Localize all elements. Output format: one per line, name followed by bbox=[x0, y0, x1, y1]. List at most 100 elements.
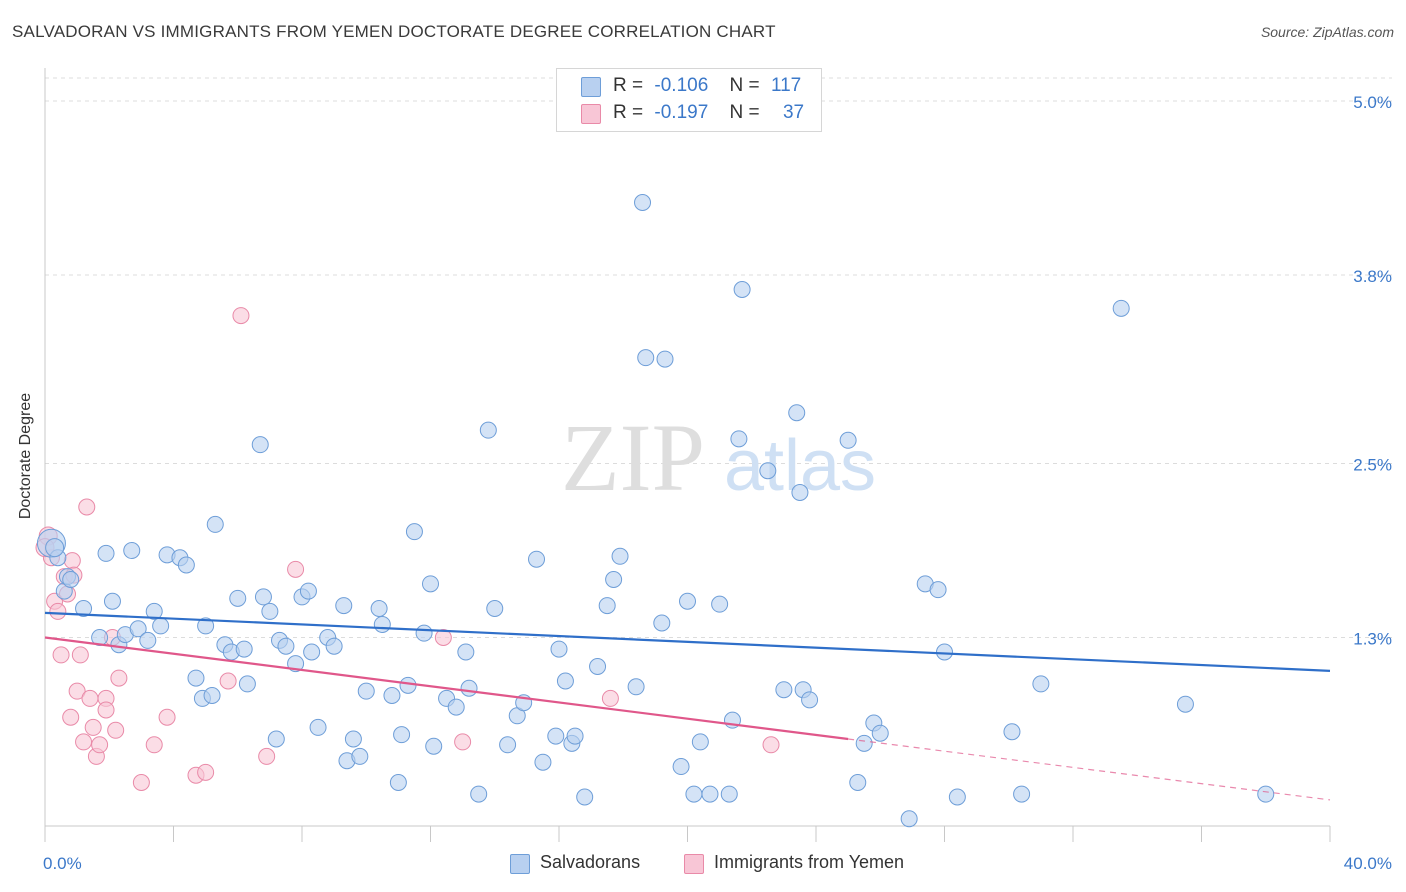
salvadoran-point bbox=[203, 687, 221, 704]
salvadoran-point bbox=[206, 515, 224, 533]
yemen-point bbox=[762, 736, 780, 754]
yemen-trend-extension bbox=[848, 738, 1331, 801]
salvadoran-point bbox=[598, 597, 616, 615]
salvadoran-point bbox=[839, 431, 857, 449]
yemen-point bbox=[132, 774, 150, 791]
bottom-legend-swatch-blue bbox=[510, 854, 530, 874]
legend-r-label: R = bbox=[613, 75, 644, 96]
salvadoran-point bbox=[576, 788, 594, 806]
salvadoran-point bbox=[855, 734, 873, 752]
salvadoran-point bbox=[1003, 723, 1021, 741]
bottom-legend-label-salvadorans: Salvadorans bbox=[540, 852, 641, 872]
series-yemen-points bbox=[35, 307, 780, 791]
yemen-point bbox=[287, 560, 305, 578]
watermark: ZIP atlas bbox=[561, 404, 876, 511]
yemen-point bbox=[78, 498, 96, 516]
y-tick-label: 3.8% bbox=[1353, 267, 1392, 286]
salvadoran-point bbox=[566, 727, 584, 745]
y-tick-label: 1.3% bbox=[1353, 630, 1392, 649]
yemen-point bbox=[454, 733, 472, 751]
salvadoran-point bbox=[277, 637, 295, 655]
salvadoran-point bbox=[254, 588, 272, 606]
salvadoran-point bbox=[470, 785, 488, 803]
salvadoran-point bbox=[653, 614, 671, 632]
legend-r-value-yemen: -0.197 bbox=[654, 102, 709, 123]
salvadoran-point bbox=[627, 678, 645, 696]
salvadoran-point bbox=[871, 724, 889, 742]
yemen-point bbox=[434, 629, 452, 646]
salvadoran-point bbox=[425, 737, 443, 755]
salvadoran-point bbox=[399, 676, 417, 694]
bottom-legend-label-yemen: Immigrants from Yemen bbox=[714, 852, 905, 872]
salvadoran-point bbox=[238, 675, 256, 693]
yemen-point bbox=[71, 646, 89, 664]
salvadoran-point bbox=[177, 556, 195, 574]
salvadoran-point bbox=[1112, 299, 1130, 317]
salvadoran-point bbox=[309, 718, 327, 736]
y-tick-label: 5.0% bbox=[1353, 93, 1392, 112]
yemen-point bbox=[97, 701, 115, 719]
salvadoran-point bbox=[637, 349, 655, 367]
salvadoran-point bbox=[457, 643, 475, 661]
legend-n-label: N = bbox=[729, 75, 760, 96]
salvadoran-point bbox=[605, 571, 623, 588]
salvadoran-point bbox=[775, 681, 793, 699]
salvadoran-point bbox=[656, 350, 674, 368]
salvadoran-point bbox=[685, 785, 703, 803]
yemen-point bbox=[75, 733, 93, 751]
salvadoran-point bbox=[344, 730, 362, 748]
salvadoran-point bbox=[299, 582, 317, 600]
salvadoran-point bbox=[357, 682, 375, 700]
salvadoran-point bbox=[486, 600, 504, 617]
salvadoran-point bbox=[801, 691, 819, 709]
salvadoran-point bbox=[479, 421, 497, 439]
trend-lines bbox=[44, 611, 1331, 801]
salvadoran-point bbox=[460, 679, 478, 697]
legend-n-label: N = bbox=[729, 102, 760, 123]
salvadoran-point bbox=[589, 658, 607, 675]
y-tick-label: 2.5% bbox=[1353, 456, 1392, 475]
salvadoran-point bbox=[849, 774, 867, 791]
salvadoran-point bbox=[152, 617, 170, 635]
salvadoran-point bbox=[679, 592, 696, 610]
salvadoran-point bbox=[235, 640, 253, 658]
salvadoran-point bbox=[936, 643, 953, 661]
salvadoran-point bbox=[145, 602, 163, 620]
salvadoran-point bbox=[634, 194, 652, 211]
salvadoran-point bbox=[187, 669, 205, 687]
salvadoran-point bbox=[393, 726, 411, 744]
salvadoran-point bbox=[447, 698, 465, 716]
yemen-point bbox=[107, 721, 125, 739]
yemen-point bbox=[158, 708, 176, 726]
salvadoran-point bbox=[325, 637, 343, 655]
chart-title: SALVADORAN VS IMMIGRANTS FROM YEMEN DOCT… bbox=[12, 22, 776, 41]
yemen-point bbox=[197, 763, 215, 781]
salvadoran-point bbox=[711, 595, 729, 613]
watermark-zip: ZIP bbox=[561, 404, 705, 511]
yemen-point bbox=[219, 672, 237, 690]
x-tick-label: 0.0% bbox=[43, 854, 82, 873]
yemen-point bbox=[68, 682, 86, 700]
salvadoran-point bbox=[730, 430, 748, 448]
salvadoran-point bbox=[75, 600, 93, 617]
salvadoran-point bbox=[733, 281, 751, 298]
salvadoran-point bbox=[62, 571, 80, 588]
legend-n-value-yemen: 37 bbox=[782, 102, 805, 123]
yemen-point bbox=[63, 552, 81, 570]
salvadoran-point bbox=[303, 643, 321, 661]
salvadoran-point bbox=[534, 753, 552, 771]
yemen-point bbox=[84, 718, 102, 736]
salvadoran-point bbox=[547, 727, 565, 745]
yemen-point bbox=[145, 736, 163, 754]
salvadoran-point bbox=[1257, 785, 1275, 803]
legend: R = -0.106 N = 117 R = -0.197 N = 37 bbox=[556, 68, 822, 132]
yemen-point bbox=[110, 669, 128, 687]
series-salvadorans-points bbox=[36, 194, 1275, 828]
salvadoran-point bbox=[335, 597, 353, 615]
salvadoran-point bbox=[556, 672, 574, 690]
salvadoran-point bbox=[351, 747, 369, 765]
axes bbox=[44, 68, 1331, 842]
salvadoran-point bbox=[261, 602, 279, 620]
salvadoran-point bbox=[1013, 785, 1031, 803]
salvadoran-point bbox=[929, 581, 947, 599]
